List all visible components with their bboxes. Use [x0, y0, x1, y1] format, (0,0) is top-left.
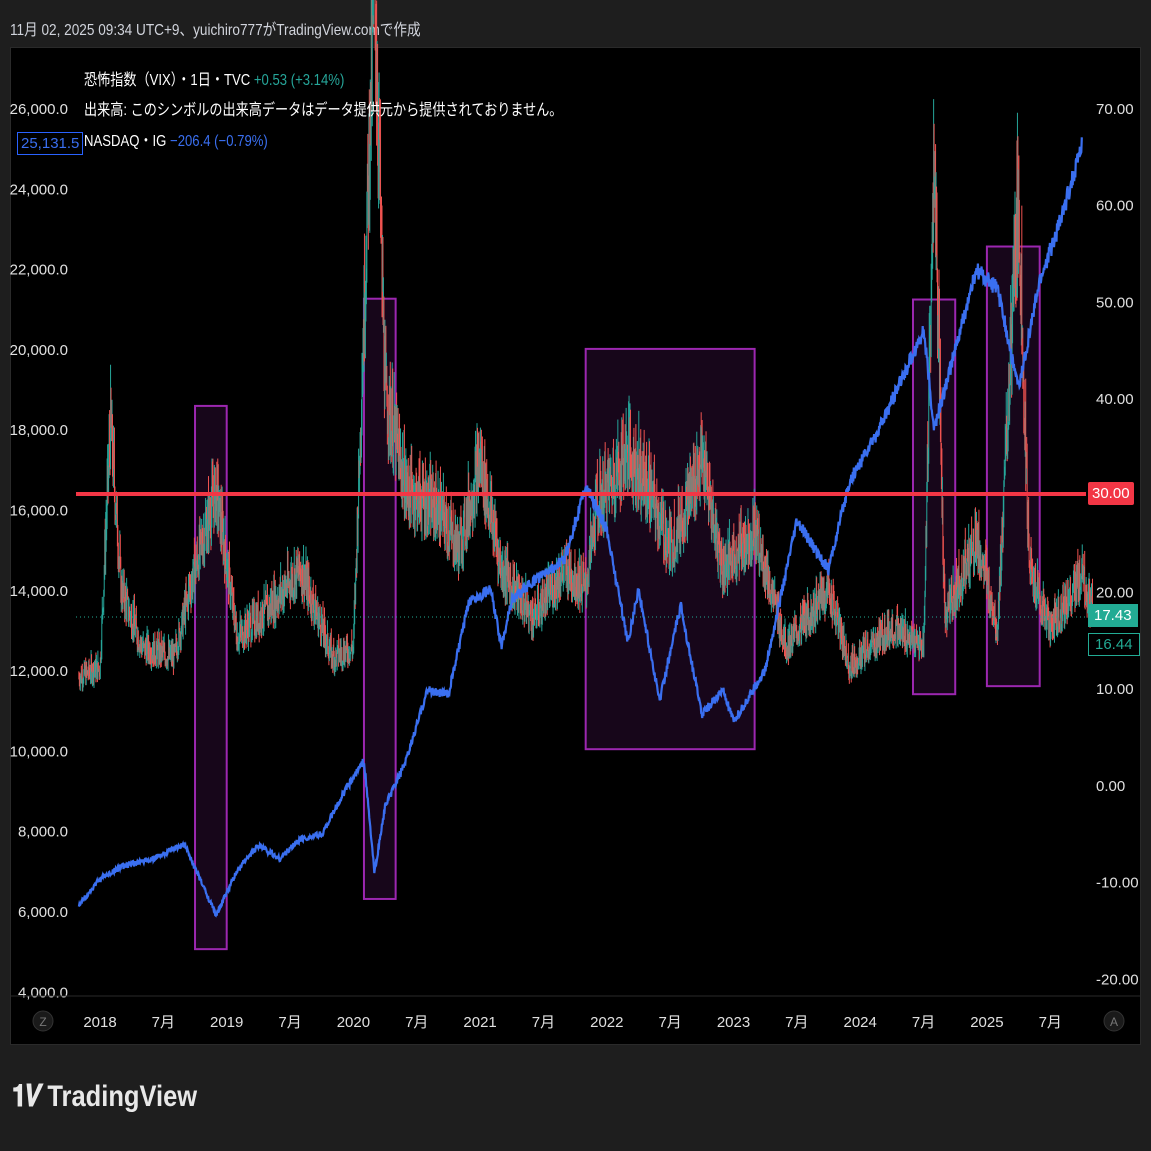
- time-axis-label: 7月: [532, 1014, 555, 1031]
- left-axis-tick: 24,000.0: [10, 181, 68, 198]
- time-axis-label: 7月: [785, 1014, 808, 1031]
- right-axis-tick: 60.00: [1096, 198, 1134, 215]
- legend-vix[interactable]: 恐怖指数（VIX）・1日・TVC +0.53 (+3.14%): [84, 66, 344, 90]
- time-axis-label: 7月: [278, 1014, 301, 1031]
- chart-caption: 11月 02, 2025 09:34 UTC+9、yuichiro777がTra…: [10, 22, 421, 39]
- time-axis-label: 2025: [970, 1014, 1003, 1031]
- scale-button-right_btn[interactable]: [1103, 1010, 1125, 1032]
- left-axis-tick: 26,000.0: [10, 101, 68, 118]
- legend-volume-note: 出来高: このシンボルの出来高データはデータ提供元から提供されておりません。: [84, 102, 563, 119]
- tradingview-logo[interactable]: 𝟏𝑽 TradingView: [12, 1080, 197, 1114]
- right-axis-tick: -20.00: [1096, 971, 1139, 988]
- time-axis-label: 2022: [590, 1014, 623, 1031]
- right-axis-tick: 50.00: [1096, 294, 1134, 311]
- logo-text: TradingView: [47, 1080, 198, 1113]
- vix-last-label: 17.43: [1088, 604, 1138, 627]
- left-axis-tick: 6,000.0: [18, 904, 68, 921]
- scale-button-left_btn[interactable]: [32, 1010, 54, 1032]
- time-axis-label: 7月: [152, 1014, 175, 1031]
- time-axis-label: 2024: [844, 1014, 877, 1031]
- nasdaq-line: [77, 137, 1083, 918]
- time-axis-label: 2020: [337, 1014, 370, 1031]
- nasdaq-current-label: 25,131.5: [17, 132, 84, 155]
- right-axis-tick: 0.00: [1096, 778, 1125, 795]
- left-axis-tick: 18,000.0: [10, 422, 68, 439]
- tv-logo-icon: 𝟏𝑽: [12, 1080, 43, 1113]
- time-axis-label: 2019: [210, 1014, 243, 1031]
- right-axis-tick: 20.00: [1096, 585, 1134, 602]
- vix-title: 恐怖指数（VIX）・1日・TVC: [84, 72, 251, 89]
- right-axis-tick: -10.00: [1096, 875, 1139, 892]
- highlight-box[interactable]: [911, 298, 957, 696]
- left-axis-tick: 20,000.0: [10, 342, 68, 359]
- vix-change: +0.53 (+3.14%): [253, 72, 345, 89]
- time-axis-label: 2021: [463, 1014, 496, 1031]
- scale-button-label: A: [1110, 1015, 1118, 1029]
- right-axis-tick: 10.00: [1096, 681, 1134, 698]
- legend-nasdaq[interactable]: NASDAQ・IG −206.4 (−0.79%): [84, 127, 268, 151]
- left-axis-tick: 8,000.0: [18, 824, 68, 841]
- time-axis-label: 7月: [405, 1014, 428, 1031]
- nasdaq-change: −206.4 (−0.79%): [170, 133, 268, 150]
- left-axis-tick: 12,000.0: [10, 663, 68, 680]
- scale-button-label: Z: [39, 1015, 46, 1029]
- right-axis-tick: 40.00: [1096, 391, 1134, 408]
- hline-price-label: 30.00: [1088, 482, 1134, 505]
- left-axis-tick: 22,000.0: [10, 262, 68, 279]
- vix-prev-label: 16.44: [1088, 633, 1140, 656]
- time-axis-label: 2023: [717, 1014, 750, 1031]
- time-axis-label: 7月: [912, 1014, 935, 1031]
- nasdaq-title: NASDAQ・IG: [84, 133, 167, 150]
- right-axis-tick: 70.00: [1096, 101, 1134, 118]
- left-axis-tick: 4,000.0: [18, 984, 68, 1001]
- left-axis-tick: 16,000.0: [10, 503, 68, 520]
- time-axis-label: 2018: [83, 1014, 116, 1031]
- time-axis-label: 7月: [1039, 1014, 1062, 1031]
- time-axis-label: 7月: [658, 1014, 681, 1031]
- left-axis-tick: 14,000.0: [10, 583, 68, 600]
- left-axis-tick: 10,000.0: [10, 743, 68, 760]
